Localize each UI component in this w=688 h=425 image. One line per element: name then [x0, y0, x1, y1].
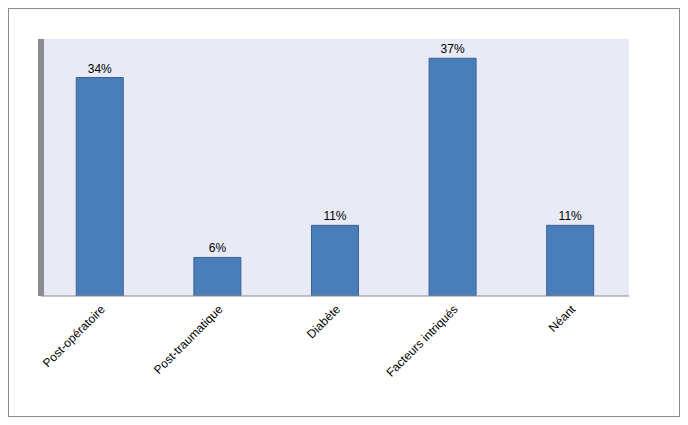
svg-text:Post-traumatique: Post-traumatique: [151, 302, 226, 377]
svg-text:Néant: Néant: [546, 302, 579, 335]
svg-text:34%: 34%: [88, 62, 112, 76]
svg-text:6%: 6%: [209, 241, 227, 255]
svg-text:Diabète: Diabète: [304, 302, 343, 341]
svg-text:Post-opératoire: Post-opératoire: [40, 302, 108, 370]
svg-text:11%: 11%: [323, 209, 346, 223]
svg-text:Facteurs intriqués: Facteurs intriqués: [383, 302, 460, 379]
svg-text:37%: 37%: [441, 42, 465, 56]
svg-text:11%: 11%: [559, 209, 582, 223]
